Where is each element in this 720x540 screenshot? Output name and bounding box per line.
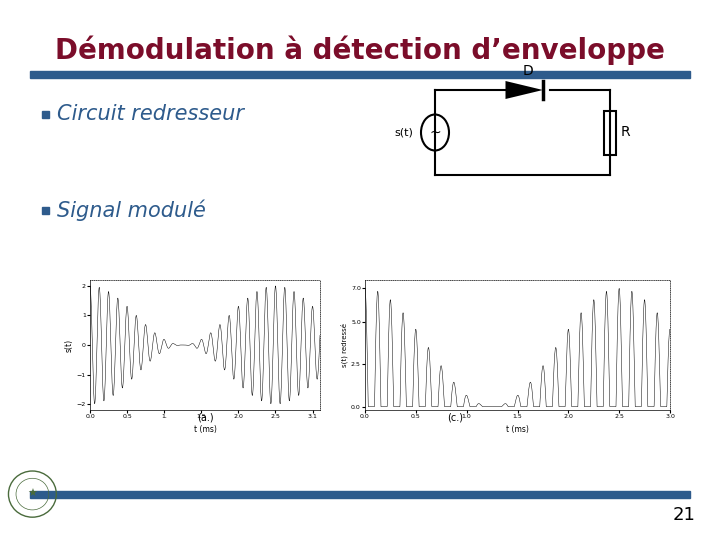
Text: s(t): s(t) [394,127,413,138]
X-axis label: t (ms): t (ms) [506,425,529,434]
Bar [604,111,616,154]
Text: D: D [522,64,533,78]
Text: ★: ★ [27,489,37,499]
Y-axis label: s(t) redressé: s(t) redressé [341,323,348,367]
Text: 21: 21 [672,506,695,524]
Polygon shape [505,81,543,99]
Text: Signal modulé: Signal modulé [57,199,206,221]
Bar [42,111,49,118]
Text: (c.): (c.) [447,413,463,423]
Text: R: R [621,125,631,139]
Text: (a.): (a.) [197,413,213,423]
Text: Démodulation à détection d’enveloppe: Démodulation à détection d’enveloppe [55,35,665,65]
X-axis label: t (ms): t (ms) [194,425,217,434]
Text: ~: ~ [429,125,441,139]
Bar [30,491,690,498]
Text: Circuit redresseur: Circuit redresseur [57,104,244,124]
Y-axis label: s(t): s(t) [65,339,74,352]
Bar [42,206,49,213]
Bar [30,71,690,78]
